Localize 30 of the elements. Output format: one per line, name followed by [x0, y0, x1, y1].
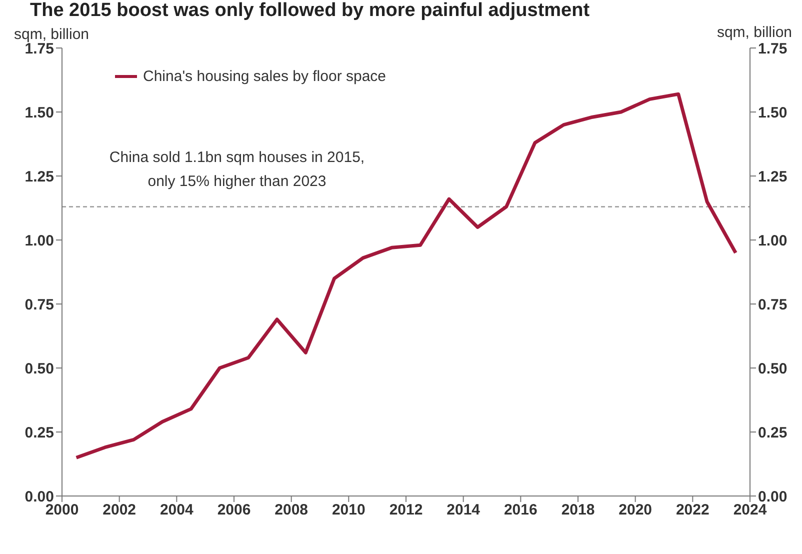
y2-tick-label: 1.25	[758, 168, 788, 186]
y2-tick-label: 0.50	[758, 360, 788, 378]
x-tick-label: 2004	[160, 502, 194, 519]
x-tick-label: 2006	[217, 502, 251, 519]
annotation: China sold 1.1bn sqm houses in 2015, only 15% higher than 2023	[108, 148, 366, 192]
x-tick-label: 2012	[389, 502, 423, 519]
x-tick-label: 2010	[332, 502, 366, 519]
y2-tick-label: 0.25	[758, 424, 788, 442]
y2-axis-title: sqm, billion	[716, 24, 792, 41]
y-tick-label: 1.25	[24, 168, 54, 186]
y2-tick-label: 1.00	[758, 232, 788, 250]
legend-label: China's housing sales by floor space	[143, 68, 386, 85]
x-tick-label: 2022	[676, 502, 710, 519]
x-tick-label: 2008	[274, 502, 308, 519]
y2-tick-label: 0.75	[758, 296, 788, 314]
y-tick-label: 1.50	[24, 104, 54, 122]
chart-title: The 2015 boost was only followed by more painful adjustment	[30, 0, 590, 22]
y-tick-label: 1.00	[24, 232, 54, 250]
y-axis-title: sqm, billion	[14, 26, 90, 43]
line-series	[74, 92, 738, 460]
y2-tick-label: 1.50	[758, 104, 788, 122]
y2-tick-label: 1.75	[758, 40, 788, 58]
x-tick-label: 2016	[504, 502, 538, 519]
x-tick-label: 2014	[446, 502, 481, 519]
y-tick-label: 0.50	[24, 360, 54, 378]
x-tick-label: 2020	[618, 502, 652, 519]
x-tick-label: 2002	[102, 502, 136, 519]
x-tick-label: 2018	[561, 502, 595, 519]
y-tick-label: 0.25	[24, 424, 54, 442]
y-tick-label: 0.75	[24, 296, 54, 314]
